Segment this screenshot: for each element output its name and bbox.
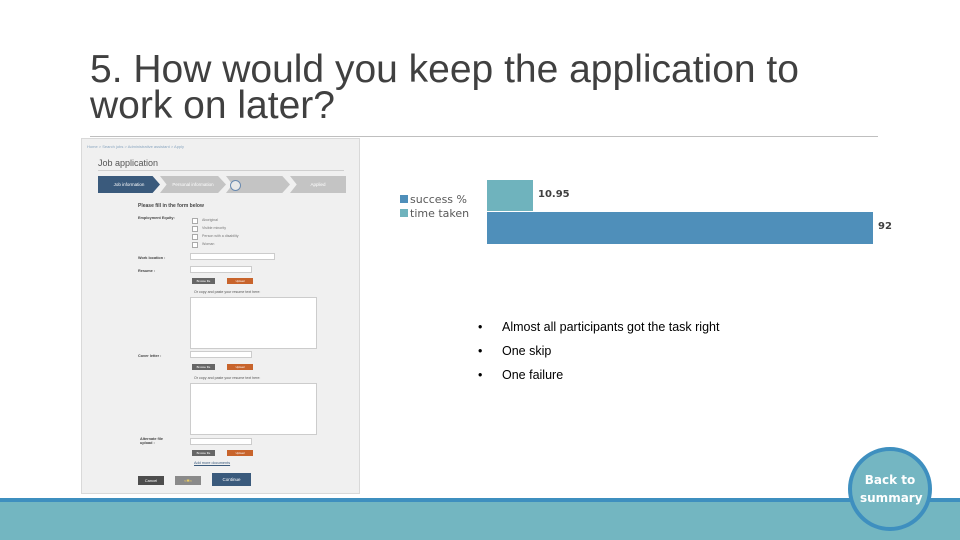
alternate-browse-button: Browse file xyxy=(192,450,215,456)
checkbox-aboriginal xyxy=(192,218,198,224)
bar-time-taken xyxy=(487,180,533,211)
alternate-file-label: Alternate file upload : xyxy=(140,437,163,445)
chart-legend: success % time taken xyxy=(400,192,469,220)
bullet-text: One skip xyxy=(502,344,552,358)
cover-browse-button: Browse file xyxy=(192,364,215,370)
step-job-information: Job information xyxy=(98,176,160,193)
legend-swatch-time xyxy=(400,209,408,217)
back-to-summary-button[interactable]: Back to summary xyxy=(848,447,932,531)
checkbox-visible-minority xyxy=(192,226,198,232)
continue-button: Continue xyxy=(212,473,251,486)
resume-textarea xyxy=(190,297,317,349)
list-item: • Almost all participants got the task ri… xyxy=(478,316,719,340)
bullet-icon: • xyxy=(478,320,483,334)
resume-file-field xyxy=(190,266,252,273)
option-woman: Woman xyxy=(202,242,215,246)
bullet-icon: • xyxy=(478,368,483,382)
cover-paste-label: Or copy and paste your resume text here: xyxy=(194,376,261,380)
employment-equity-label: Employment Equity: xyxy=(138,216,175,220)
resume-paste-label: Or copy and paste your resume text here: xyxy=(194,290,261,294)
checkbox-disability xyxy=(192,234,198,240)
data-label-time-taken: 10.95 xyxy=(538,188,570,200)
form-screenshot: Home > Search jobs > Administrative assi… xyxy=(81,138,360,494)
findings-list: • Almost all participants got the task ri… xyxy=(478,316,719,388)
step-applied: Applied xyxy=(290,176,346,193)
legend-label-success: success % xyxy=(410,192,467,206)
step-personal-information: Personal information xyxy=(160,176,226,193)
cover-letter-textarea xyxy=(190,383,317,435)
legend-label-time: time taken xyxy=(410,206,470,220)
footer-band xyxy=(0,502,960,540)
bullet-icon: • xyxy=(478,344,483,358)
fill-in-heading: Please fill in the form below xyxy=(138,203,204,209)
list-item: • One skip xyxy=(478,340,719,364)
resume-browse-button: Browse file xyxy=(192,278,215,284)
step-indicator-icon xyxy=(230,180,241,191)
legend-item-time: time taken xyxy=(400,206,469,220)
bar-chart: 10.95 92 xyxy=(487,178,892,248)
progress-steps: Job information Personal information App… xyxy=(98,176,346,193)
footer-accent-line xyxy=(0,498,960,502)
legend-swatch-success xyxy=(400,195,408,203)
data-label-success: 92 xyxy=(878,221,892,232)
resume-label: Resume : xyxy=(138,269,156,273)
bullet-text: One failure xyxy=(502,368,564,382)
breadcrumb: Home > Search jobs > Administrative assi… xyxy=(87,144,185,149)
checkbox-woman xyxy=(192,242,198,248)
job-title-divider xyxy=(98,170,344,171)
cover-letter-label: Cover letter : xyxy=(138,354,162,358)
captcha-image: ≈✱≈ xyxy=(175,476,201,485)
cover-letter-file-field xyxy=(190,351,252,358)
work-location-field xyxy=(190,253,275,260)
slide-title: 5. How would you keep the application to… xyxy=(90,48,799,127)
step-review xyxy=(226,176,290,193)
resume-upload-button: Upload xyxy=(227,278,253,284)
work-location-label: Work location : xyxy=(138,256,166,260)
back-button-line2: summary xyxy=(860,491,923,505)
option-visible-minority: Visible minority xyxy=(202,226,227,230)
title-divider xyxy=(90,136,878,137)
list-item: • One failure xyxy=(478,364,719,388)
legend-item-success: success % xyxy=(400,192,469,206)
option-disability: Person with a disability xyxy=(202,234,239,238)
option-aboriginal: Aboriginal xyxy=(202,218,218,222)
back-button-line1: Back to xyxy=(864,473,916,487)
bullet-text: Almost all participants got the task rig… xyxy=(502,320,720,334)
cover-upload-button: Upload xyxy=(227,364,253,370)
bar-success xyxy=(487,212,873,244)
alternate-file-field xyxy=(190,438,252,445)
add-more-documents-link: Add more documents xyxy=(194,461,231,465)
cancel-button: Cancel xyxy=(138,476,164,485)
job-application-title: Job application xyxy=(98,158,159,168)
alternate-upload-button: Upload xyxy=(227,450,253,456)
